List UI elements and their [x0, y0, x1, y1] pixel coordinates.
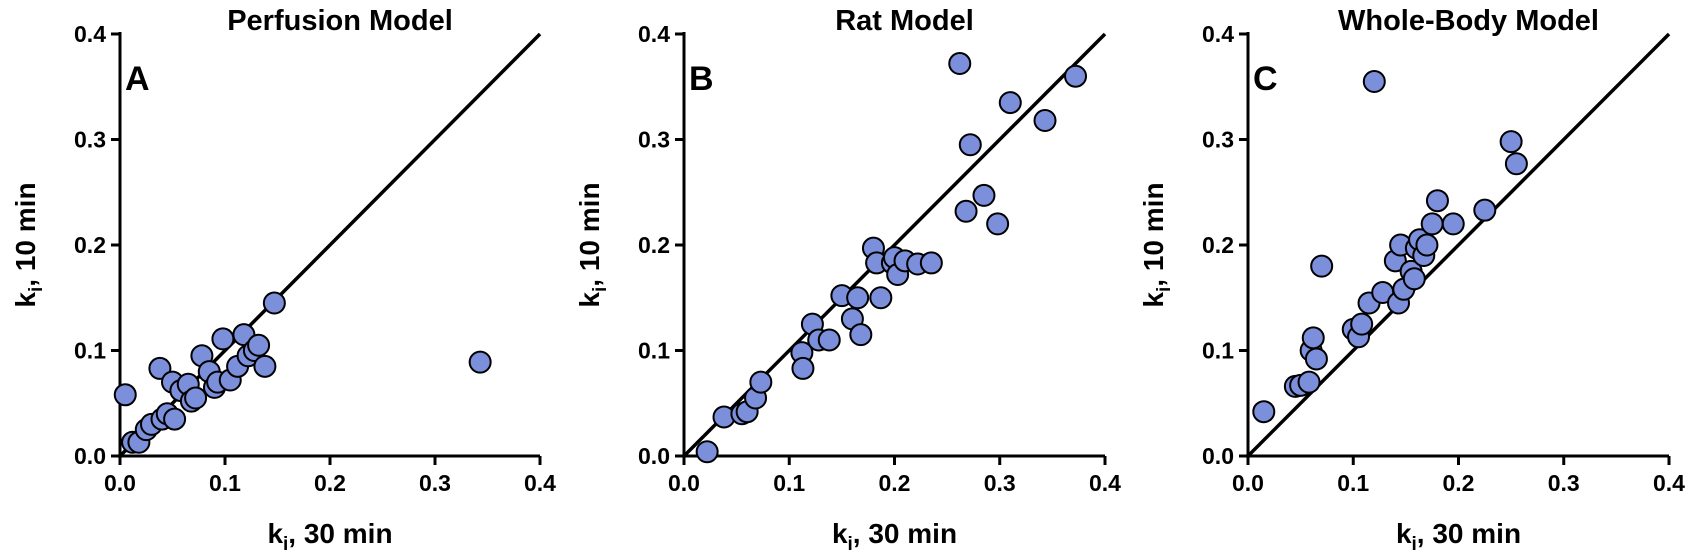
y-tick-label: 0.0 [1202, 443, 1234, 469]
data-point [817, 328, 841, 352]
y-tick-label: 0.3 [1202, 127, 1234, 153]
panel-letter: B [689, 60, 714, 98]
data-point [846, 286, 870, 310]
panel-letter: C [1253, 60, 1278, 98]
x-tick-label: 0.0 [104, 470, 136, 496]
panel-b: Rat Model B 0.00.0 0.1 0.1 0.2 0.2 0.3 0.3 0.4 0.4… [574, 5, 1121, 555]
data-point [986, 212, 1010, 236]
chart-title: Whole-Body Model [1338, 5, 1599, 37]
data-point [1473, 198, 1497, 222]
data-point [113, 383, 137, 407]
data-point [791, 356, 815, 380]
data-point [1310, 254, 1334, 278]
data-point [211, 327, 235, 351]
y-tick-label: 0.4 [1202, 21, 1234, 47]
chart-title: Rat Model [835, 5, 974, 37]
y-tick-label: 0.3 [74, 127, 106, 153]
data-point [1425, 189, 1449, 213]
y-tick-label: 0.0 [638, 443, 670, 469]
x-axis-label: ki, 30 min [1396, 518, 1521, 555]
data-point [468, 350, 492, 374]
data-point [1362, 69, 1386, 93]
x-tick-label: 0.0 [668, 470, 700, 496]
data-point [1064, 64, 1088, 88]
panel-a: Perfusion Model A 0.00.0 0.1 0.1 0.2 0.2 0.3 0.3… [10, 5, 556, 555]
data-point [1350, 312, 1374, 336]
x-tick-label: 0.3 [419, 470, 451, 496]
x-tick-label: 0.3 [1548, 470, 1580, 496]
data-point [749, 370, 773, 394]
data-point [1441, 212, 1465, 236]
y-axis-label: ki, 10 min [574, 182, 611, 307]
chart-title: Perfusion Model [227, 5, 453, 37]
y-tick-label: 0.1 [638, 338, 670, 364]
data-point [1301, 326, 1325, 350]
y-tick-label: 0.2 [74, 232, 106, 258]
y-tick-label: 0.4 [638, 21, 670, 47]
y-tick-label: 0.0 [74, 443, 106, 469]
x-axis-label: ki, 30 min [832, 518, 957, 555]
data-point [1499, 130, 1523, 154]
x-tick-label: 0.4 [1653, 470, 1685, 496]
x-tick-label: 0.2 [314, 470, 346, 496]
x-tick-label: 0.3 [984, 470, 1016, 496]
data-point [262, 291, 286, 315]
x-tick-label: 0.1 [773, 470, 805, 496]
panel-letter: A [125, 60, 150, 98]
x-tick-label: 0.4 [524, 470, 556, 496]
data-point [695, 440, 719, 464]
data-point [253, 354, 277, 378]
y-tick-label: 0.3 [638, 127, 670, 153]
data-point [919, 251, 943, 275]
data-point [1420, 212, 1444, 236]
panel-c: Whole-Body Model C 0.00.0 0.1 0.1 0.2 0.2 0.3 0.… [1138, 5, 1685, 555]
y-tick-label: 0.4 [74, 21, 106, 47]
data-point [184, 386, 208, 410]
data-point [1304, 347, 1328, 371]
data-point [869, 286, 893, 310]
data-point [954, 199, 978, 223]
y-tick-label: 0.1 [74, 338, 106, 364]
x-tick-label: 0.1 [1337, 470, 1369, 496]
data-point [1033, 109, 1057, 133]
data-point [958, 133, 982, 157]
data-point [247, 333, 271, 357]
data-point [1504, 152, 1528, 176]
data-point [1415, 233, 1439, 257]
data-point [163, 407, 187, 431]
y-axis-label: ki, 10 min [10, 182, 47, 307]
data-point [998, 91, 1022, 115]
y-tick-label: 0.1 [1202, 338, 1234, 364]
data-point [1402, 267, 1426, 291]
y-axis-label: ki, 10 min [1138, 182, 1175, 307]
x-tick-label: 0.2 [879, 470, 911, 496]
x-axis-label: ki, 30 min [267, 518, 392, 555]
data-point [1252, 400, 1276, 424]
x-tick-label: 0.4 [1089, 470, 1121, 496]
x-tick-label: 0.0 [1232, 470, 1264, 496]
data-point [849, 323, 873, 347]
data-point [972, 183, 996, 207]
y-tick-label: 0.2 [638, 232, 670, 258]
y-tick-label: 0.2 [1202, 232, 1234, 258]
x-tick-label: 0.1 [209, 470, 241, 496]
x-tick-label: 0.2 [1443, 470, 1475, 496]
data-point [1297, 370, 1321, 394]
data-point [948, 52, 972, 76]
